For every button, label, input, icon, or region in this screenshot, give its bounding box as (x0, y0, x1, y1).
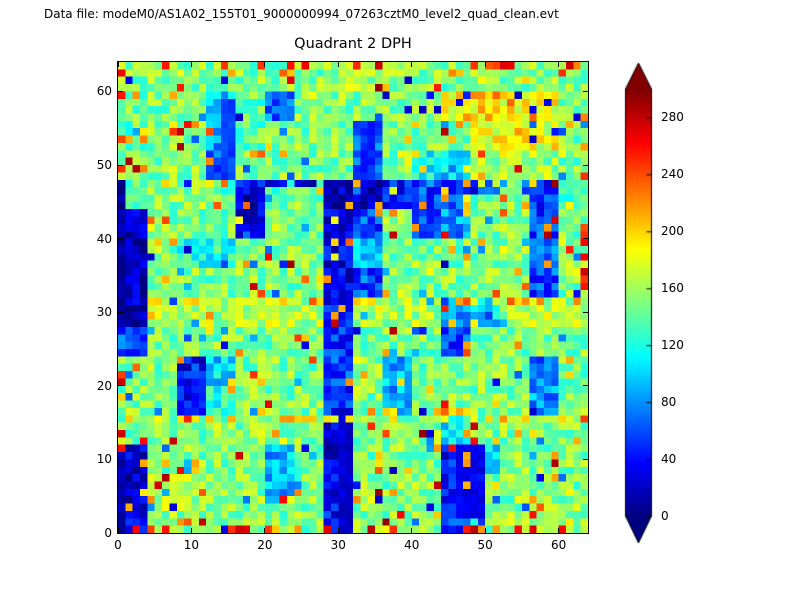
heatmap-plot (117, 61, 589, 534)
colorbar-tick-label: 40 (661, 452, 677, 467)
chart-title: Quadrant 2 DPH (294, 36, 412, 52)
x-tick-label: 30 (330, 538, 346, 552)
x-tick-label: 10 (183, 538, 200, 552)
x-tick-mark (558, 528, 560, 533)
y-tick-label: 60 (96, 84, 112, 99)
y-tick-label: 50 (96, 158, 112, 173)
data-file-label: Data file: modeM0/AS1A02_155T01_90000009… (44, 7, 559, 21)
x-tick-label: 40 (404, 538, 420, 552)
x-tick-mark (484, 62, 486, 67)
x-tick-mark (264, 62, 266, 67)
y-tick-mark (118, 90, 123, 92)
y-tick-mark (583, 458, 588, 460)
colorbar-tick-label: 0 (661, 509, 669, 523)
x-tick-mark (117, 528, 119, 533)
colorbar-tick-label: 240 (661, 167, 684, 182)
y-tick-mark (583, 238, 588, 240)
x-tick-label: 0 (114, 538, 122, 552)
x-tick-mark (411, 62, 413, 67)
y-tick-mark (118, 238, 123, 240)
y-tick-label: 40 (96, 231, 112, 246)
colorbar-tick-label: 80 (661, 395, 677, 410)
heatmap-canvas (118, 62, 588, 533)
x-tick-mark (337, 528, 339, 533)
y-tick-label: 20 (96, 378, 112, 393)
x-tick-mark (558, 62, 560, 67)
y-tick-mark (118, 164, 123, 166)
y-tick-mark (118, 532, 123, 534)
x-tick-label: 60 (550, 538, 567, 552)
x-tick-label: 50 (477, 538, 493, 552)
y-tick-mark (583, 532, 588, 534)
y-tick-mark (118, 385, 123, 387)
y-tick-mark (583, 90, 588, 92)
colorbar (624, 61, 654, 545)
y-tick-mark (118, 311, 123, 313)
x-tick-mark (411, 528, 413, 533)
x-tick-mark (190, 62, 192, 67)
colorbar-tick-label: 280 (661, 110, 684, 125)
y-tick-mark (118, 458, 123, 460)
colorbar-tick-label: 160 (661, 281, 684, 296)
y-tick-label: 0 (104, 526, 112, 540)
y-tick-label: 10 (96, 452, 112, 467)
y-tick-label: 30 (96, 305, 112, 320)
y-tick-mark (583, 311, 588, 313)
x-tick-mark (337, 62, 339, 67)
colorbar-tick-label: 200 (661, 224, 684, 239)
x-tick-mark (190, 528, 192, 533)
y-tick-mark (583, 164, 588, 166)
x-tick-mark (484, 528, 486, 533)
colorbar-tick-label: 120 (661, 338, 684, 353)
x-tick-mark (117, 62, 119, 67)
x-tick-mark (264, 528, 266, 533)
x-tick-label: 20 (257, 538, 273, 552)
y-tick-mark (583, 385, 588, 387)
